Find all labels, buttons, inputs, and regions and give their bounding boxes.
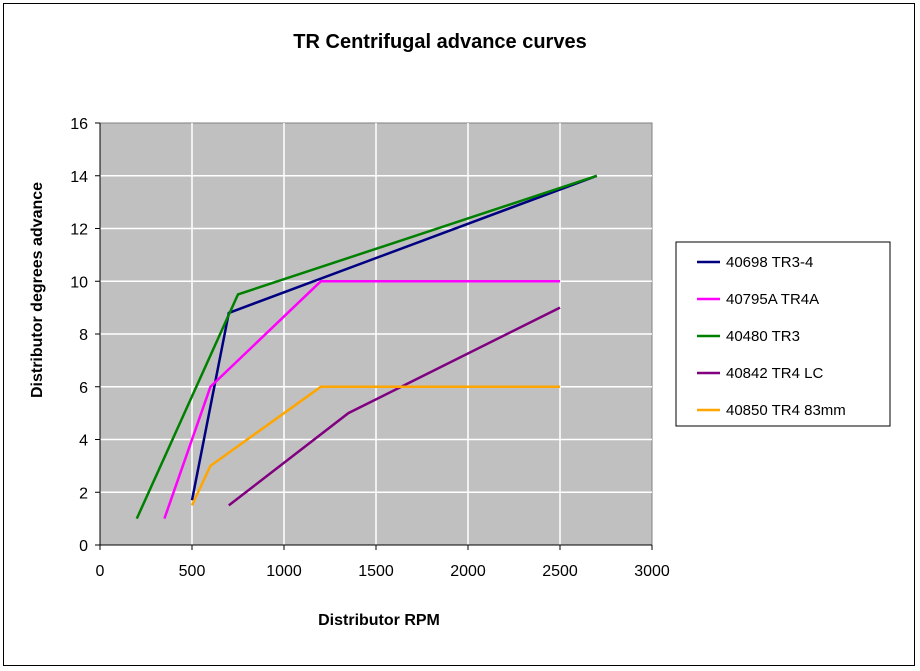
y-tick-label: 8 bbox=[79, 327, 88, 344]
y-tick-label: 6 bbox=[79, 380, 88, 397]
y-tick-label: 4 bbox=[79, 433, 88, 450]
y-axis-label: Distributor degrees advance bbox=[29, 182, 46, 398]
x-tick-label: 500 bbox=[179, 563, 206, 580]
x-tick-label: 3000 bbox=[634, 563, 670, 580]
y-tick-label: 2 bbox=[79, 485, 88, 502]
legend-label-4: 40842 TR4 LC bbox=[726, 365, 823, 382]
legend-box bbox=[675, 241, 891, 427]
x-tick-labels: 0 500 1000 1500 2000 2500 3000 bbox=[96, 563, 670, 580]
series-line-2 bbox=[163, 280, 560, 520]
x-axis-label: Distributor RPM bbox=[318, 612, 440, 629]
y-tick-label: 10 bbox=[70, 274, 88, 291]
legend-label-3: 40480 TR3 bbox=[726, 328, 800, 345]
series-line-5 bbox=[190, 385, 560, 506]
series-line-4 bbox=[228, 306, 561, 507]
legend-label-1: 40698 TR3-4 bbox=[726, 254, 813, 271]
series-line-3 bbox=[135, 174, 598, 520]
x-tick-label: 2500 bbox=[542, 563, 578, 580]
x-tick-label: 1000 bbox=[266, 563, 302, 580]
x-tick-label: 1500 bbox=[358, 563, 394, 580]
y-tick-label: 14 bbox=[70, 169, 88, 186]
legend-label-5: 40850 TR4 83mm bbox=[726, 402, 846, 419]
x-tick-label: 2000 bbox=[450, 563, 486, 580]
series-lines bbox=[135, 174, 598, 520]
legend: 40698 TR3-4 40795A TR4A 40480 TR3 40842 TR4… bbox=[675, 241, 891, 427]
y-tick-label: 0 bbox=[79, 538, 88, 555]
legend-label-2: 40795A TR4A bbox=[726, 291, 819, 308]
y-tick-label: 12 bbox=[70, 222, 88, 239]
y-tick-label: 16 bbox=[70, 116, 88, 133]
y-tick-labels: 0 2 4 6 8 10 12 14 16 bbox=[70, 116, 88, 555]
chart-title: TR Centrifugal advance curves bbox=[293, 31, 586, 53]
axes bbox=[95, 122, 653, 550]
x-tick-label: 0 bbox=[96, 563, 105, 580]
